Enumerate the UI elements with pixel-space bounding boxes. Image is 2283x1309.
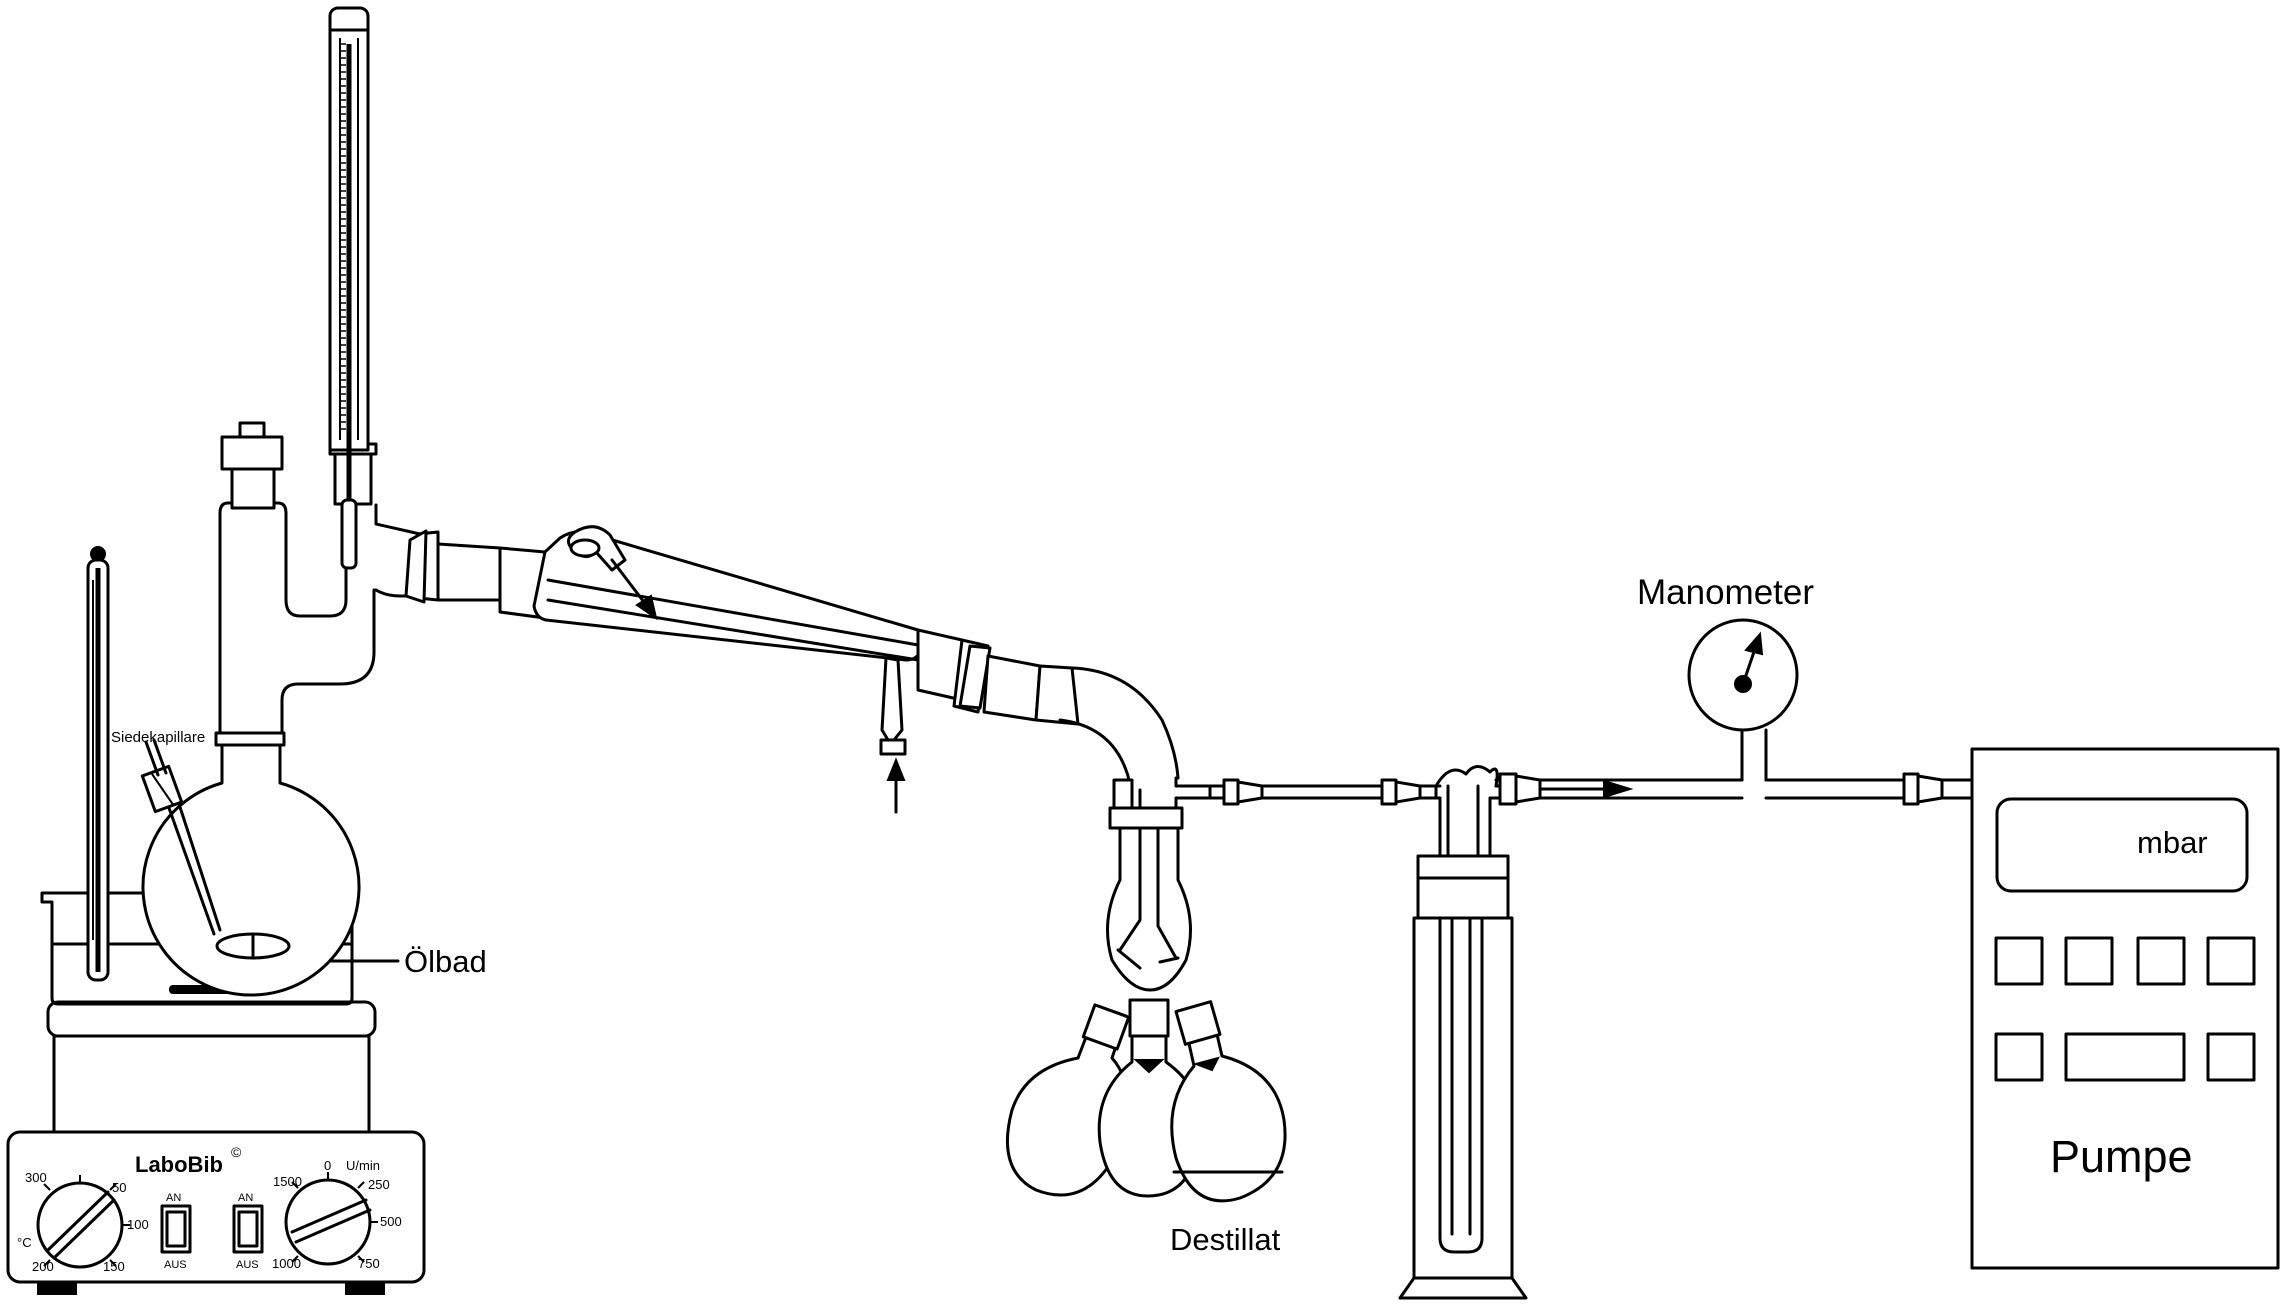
temp-scale-300: 300: [25, 1170, 47, 1185]
boiling-capillary: [140, 738, 222, 936]
liebig-condenser: [498, 525, 926, 756]
flow-arrow: [1538, 779, 1634, 799]
heating-switch-on: AN: [166, 1192, 181, 1204]
label-oelbad: Ölbad: [404, 944, 487, 979]
temp-scale-150: 150: [103, 1259, 125, 1274]
temperature-knob: [36, 1175, 130, 1269]
pump-button-5: [1994, 1032, 2044, 1082]
temp-scale-200: 200: [32, 1259, 54, 1274]
speed-scale-1000: 1000: [272, 1256, 301, 1271]
receiver-flask-right: [1170, 1000, 1287, 1203]
pressure-display: [1995, 797, 2249, 893]
pump-button-4: [2206, 936, 2256, 986]
water-out-arrow: [886, 757, 906, 814]
stirring-switch-on: AN: [238, 1192, 253, 1204]
speed-scale-500: 500: [380, 1214, 402, 1229]
stirring-switch-off: AUS: [236, 1259, 259, 1271]
pump-button-2: [2064, 936, 2114, 986]
vacuum-line-to-trap: [1208, 778, 1442, 806]
speed-knob: [284, 1172, 378, 1266]
stirrer-brand: LaboBib: [135, 1152, 223, 1177]
pump-button-1: [1994, 936, 2044, 986]
label-pumpe: Pumpe: [2050, 1131, 2193, 1182]
speed-unit: U/min: [346, 1158, 380, 1173]
magnetic-stirrer-hotplate: LaboBib © 300 50 100 150 200 °C AN AUS: [6, 1000, 426, 1295]
condenser-outlet-joint: [916, 628, 1080, 726]
heating-switch: [160, 1204, 192, 1254]
speed-scale-1500: 1500: [273, 1174, 302, 1189]
temp-scale-50: 50: [112, 1180, 126, 1195]
temp-scale-100: 100: [127, 1217, 149, 1232]
label-destillat: Destillat: [1170, 1222, 1281, 1257]
head-thermometer: [328, 6, 370, 570]
spider-adapter: [1058, 666, 1212, 992]
vacuum-pump: [1970, 747, 2280, 1270]
side-arm: [374, 503, 502, 604]
stirring-switch: [232, 1204, 264, 1254]
distillation-flask: [141, 731, 361, 997]
head-thermometer-scale: [340, 43, 346, 430]
stirrer-brand-mark: ©: [231, 1144, 242, 1160]
pump-wide-button: [2064, 1032, 2186, 1082]
bath-thermometer: [86, 546, 110, 982]
vacuum-line-to-pump: [1494, 728, 1974, 806]
speed-scale-250: 250: [368, 1177, 390, 1192]
pump-button-3: [2136, 936, 2186, 986]
label-manometer: Manometer: [1637, 573, 1814, 612]
pump-button-6: [2206, 1032, 2256, 1082]
label-siedekapillare: Siedekapillare: [111, 729, 205, 746]
speed-scale-750: 750: [358, 1256, 380, 1271]
manometer-gauge: [1687, 618, 1799, 732]
temp-unit: °C: [17, 1235, 32, 1250]
pressure-unit: mbar: [2137, 825, 2208, 860]
heating-switch-off: AUS: [164, 1259, 187, 1271]
water-in-arrow: [610, 558, 658, 621]
cold-trap: [1398, 765, 1528, 1300]
receiver-flask-left: [1005, 1003, 1131, 1197]
claisen-head: [218, 421, 378, 735]
speed-scale-0: 0: [324, 1158, 331, 1173]
